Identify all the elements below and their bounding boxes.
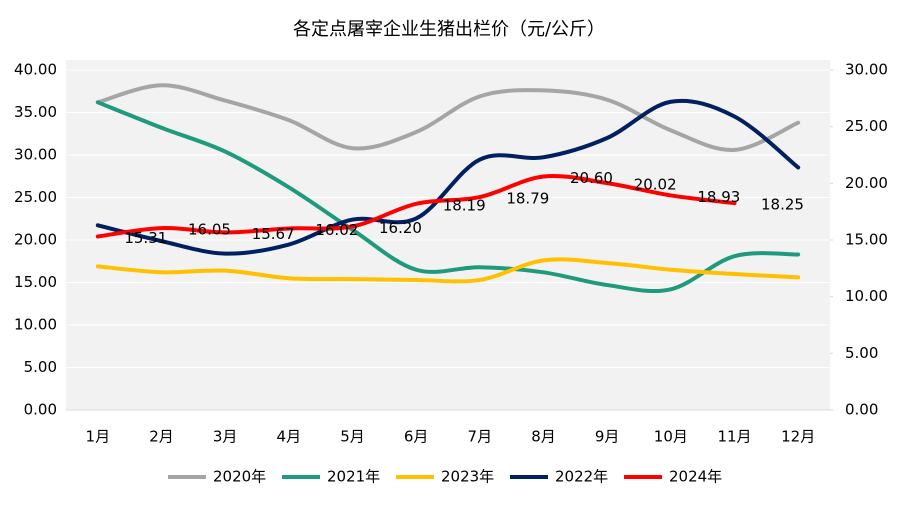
y2-tick-label: 5.00 <box>845 344 878 362</box>
series-line <box>95 174 737 239</box>
data-label: 15.67 <box>252 225 295 243</box>
plot-area <box>66 60 830 410</box>
y-tick-label: 35.00 <box>14 103 57 121</box>
data-label: 20.02 <box>634 176 677 194</box>
x-tick-label: 2月 <box>149 428 174 446</box>
legend-label: 2021年 <box>327 468 380 486</box>
legend-label: 2024年 <box>669 468 722 486</box>
legend-label: 2020年 <box>213 468 266 486</box>
legend-label: 2023年 <box>441 468 494 486</box>
data-label: 18.25 <box>761 196 804 214</box>
y2-tick-label: 20.00 <box>845 174 888 192</box>
y-tick-label: 30.00 <box>14 146 57 164</box>
data-label: 18.79 <box>506 190 549 208</box>
x-tick-label: 4月 <box>277 428 302 446</box>
y2-tick-label: 25.00 <box>845 117 888 135</box>
x-tick-label: 7月 <box>468 428 493 446</box>
y-tick-label: 5.00 <box>24 358 57 376</box>
legend-label: 2022年 <box>555 468 608 486</box>
series-line <box>95 257 801 284</box>
data-label: 16.20 <box>379 219 422 237</box>
x-tick-label: 12月 <box>781 428 815 446</box>
y-tick-label: 20.00 <box>14 231 57 249</box>
x-tick-label: 6月 <box>404 428 429 446</box>
x-tick-label: 8月 <box>531 428 556 446</box>
data-label: 18.93 <box>697 188 740 206</box>
y-tick-label: 25.00 <box>14 188 57 206</box>
x-tick-label: 1月 <box>86 428 111 446</box>
data-label: 20.60 <box>570 169 613 187</box>
series-line <box>95 98 801 256</box>
data-label: 15.31 <box>124 229 167 247</box>
y-tick-label: 10.00 <box>14 316 57 334</box>
y2-tick-label: 0.00 <box>845 401 878 419</box>
x-tick-label: 5月 <box>340 428 365 446</box>
x-tick-label: 3月 <box>213 428 238 446</box>
x-tick-label: 10月 <box>654 428 688 446</box>
y2-tick-label: 15.00 <box>845 231 888 249</box>
x-tick-label: 11月 <box>717 428 751 446</box>
y-tick-label: 0.00 <box>24 401 57 419</box>
y-tick-label: 40.00 <box>14 61 57 79</box>
y2-tick-label: 10.00 <box>845 287 888 305</box>
chart-title: 各定点屠宰企业生猪出栏价（元/公斤） <box>293 19 605 40</box>
x-tick-label: 9月 <box>595 428 620 446</box>
series-line <box>95 100 801 294</box>
series-line <box>95 83 801 152</box>
y2-tick-label: 30.00 <box>845 61 888 79</box>
data-label: 16.05 <box>188 221 231 239</box>
data-label: 16.02 <box>315 221 358 239</box>
y-tick-label: 15.00 <box>14 273 57 291</box>
data-label: 18.19 <box>443 196 486 214</box>
